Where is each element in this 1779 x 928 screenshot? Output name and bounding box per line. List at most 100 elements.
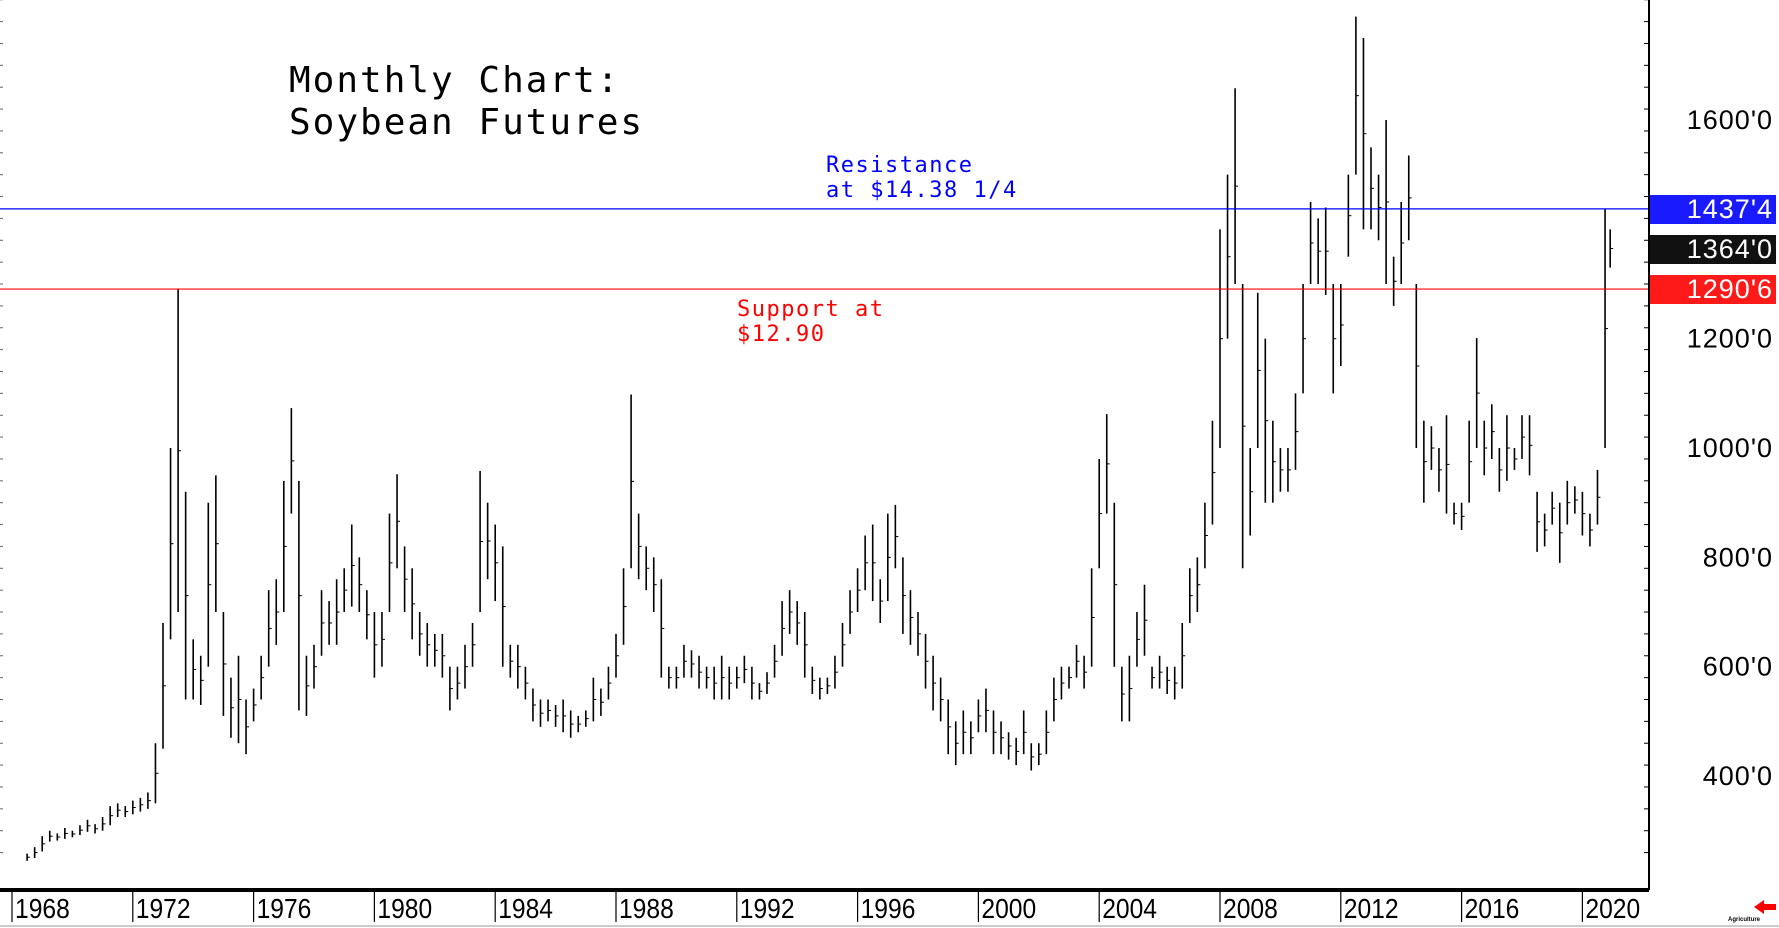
price-bar [71,830,76,838]
price-bar [1468,420,1473,503]
support-text-2: $12.90 [737,322,826,347]
price-bar [509,644,514,678]
price-bar [260,655,265,700]
price-bar [1392,256,1397,306]
price-bar [494,524,499,602]
price-bar [1483,420,1488,476]
price-bar [1581,491,1586,536]
support-annotation: Support at $12.90 [737,297,884,347]
price-bar [1332,284,1337,394]
price-bar [298,480,302,711]
price-bar [1604,209,1609,449]
price-bar [162,622,166,749]
price-bar [1287,448,1291,492]
price-bar [645,546,650,591]
price-bar [569,710,574,738]
price-bar [1445,415,1450,514]
price-bar [1173,666,1178,700]
price-bar [328,601,333,645]
resistance-text-2: at $14.38 1/4 [826,178,1018,203]
price-bar [1400,202,1405,285]
price-bar [1506,415,1510,481]
price-bar [132,800,136,815]
price-bar [1158,655,1163,689]
price-bar [396,474,401,569]
price-bar [48,830,53,842]
price-bar [811,666,816,695]
price-bar [1241,284,1246,569]
x-tick-label: 1996 [861,893,916,925]
price-bar [56,833,61,841]
price-bar [1430,426,1435,470]
price-bar [1189,568,1193,623]
price-bar [366,590,370,640]
price-bar [116,803,121,818]
y-tick-label: 600'0 [1703,652,1773,682]
price-bar [479,470,484,613]
x-tick-label: 1976 [257,893,312,925]
price-bar [207,502,212,667]
price-bar [1038,743,1042,766]
price-bar [841,622,846,667]
price-bar [449,666,453,711]
price-bar [1060,666,1065,700]
price-bar [124,806,129,818]
price-bar [403,546,408,613]
y-tick-label: 400'0 [1703,761,1773,791]
price-bar [471,622,476,667]
price-bar [154,743,159,804]
price-bar [615,633,619,678]
price-bar [1609,229,1614,268]
price-bar [630,394,635,569]
title-line-1: Monthly Chart: [289,60,621,101]
price-bar [796,601,801,645]
price-bar [705,666,710,689]
price-bar [1324,207,1329,295]
price-bar [1309,202,1314,285]
price-bar [1340,284,1344,367]
price-bar [894,504,899,569]
price-bar [675,666,680,689]
price-bar [683,644,687,678]
price-bar [728,666,733,700]
price-bar [735,666,740,689]
price-bar [1536,491,1541,552]
price-bar [600,688,604,716]
price-bar [713,666,718,700]
price-bar [917,612,921,656]
price-bar [350,524,355,607]
price-bar [1256,292,1261,449]
price-bar [456,666,461,700]
price-bar [584,710,589,727]
resistance-price-label: 1437'4 [1650,194,1776,224]
price-bar [1068,666,1072,689]
price-bar [252,688,257,722]
price-bar [773,644,778,678]
x-axis-labels: 1968 1972 1976 1980 1984 1988 1992 1996 2000 2004… [11,892,1640,925]
price-bar [1415,284,1420,449]
price-bar [607,666,612,700]
price-bar [1460,502,1465,531]
price-bar [501,546,506,667]
price-bar [939,677,944,722]
price-bar [1234,88,1239,285]
price-bar [1491,404,1495,459]
price-bar [547,699,552,722]
price-bar [358,557,363,613]
price-bar [902,557,906,634]
price-bar [637,513,642,580]
price-bar [1543,513,1548,547]
price-bar [192,639,197,700]
price-bar [101,817,106,831]
price-bar [766,672,770,695]
y-tick-label: 800'0 [1703,542,1773,572]
price-bar [1000,721,1005,755]
price-bar [1083,655,1088,689]
price-bar [1294,393,1299,470]
price-bar [230,677,234,738]
x-tick-label: 1972 [136,893,191,925]
price-bar [1264,338,1269,503]
x-tick-label: 2008 [1223,893,1278,925]
price-bar [245,699,250,755]
